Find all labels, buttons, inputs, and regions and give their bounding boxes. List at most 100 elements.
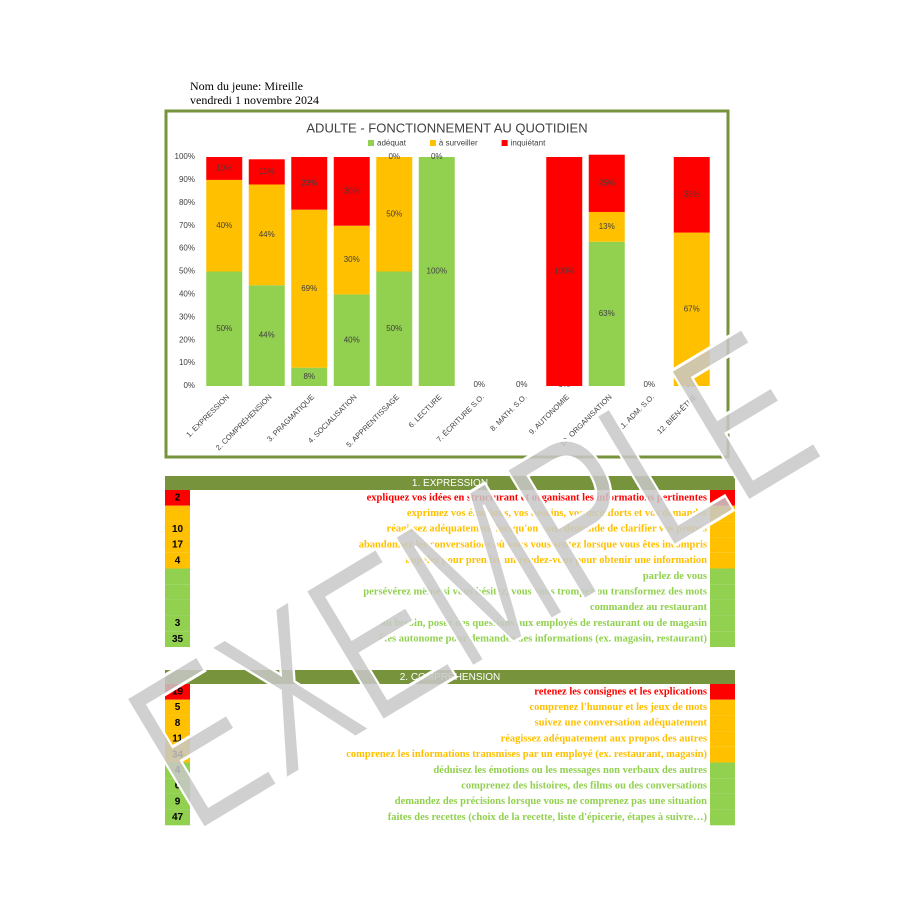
bar-segment xyxy=(673,232,710,386)
bar-segment xyxy=(248,184,285,286)
legend-label: à surveiller xyxy=(439,139,478,148)
row-text: comprenez des histoires, des films ou de… xyxy=(461,780,707,791)
data-label: 23% xyxy=(301,178,317,187)
row-level-cell xyxy=(165,584,190,600)
row-text: retenez les consignes et les explication… xyxy=(534,686,707,697)
row-level-cell xyxy=(710,809,735,826)
row-level-cell xyxy=(165,778,190,794)
row-number: 6 xyxy=(175,781,181,792)
legend-swatch xyxy=(368,140,374,146)
bar-segment xyxy=(291,367,328,386)
row-text: réagissez adéquatement aux propos des au… xyxy=(501,733,707,744)
data-label: 44% xyxy=(259,230,275,239)
row-level-cell xyxy=(710,537,735,553)
row-level-cell xyxy=(710,599,735,616)
data-label: 11% xyxy=(259,167,274,176)
bar-segment xyxy=(206,157,243,180)
row-level-cell xyxy=(165,631,190,647)
data-label: 50% xyxy=(386,324,402,333)
data-label: 100% xyxy=(554,267,574,276)
y-tick-label: 0% xyxy=(183,381,195,390)
data-label: 50% xyxy=(216,324,232,333)
row-level-cell xyxy=(710,793,735,810)
row-level-cell xyxy=(165,521,190,538)
row-level-cell xyxy=(165,731,190,747)
data-label: 13% xyxy=(599,222,615,231)
row-text: faites des recettes (choix de la recette… xyxy=(388,812,708,823)
row-level-cell xyxy=(710,505,735,522)
data-label: 100% xyxy=(427,267,447,276)
row-number: 34 xyxy=(172,749,184,760)
row-text: abandonnez les conversations où vous vou… xyxy=(359,539,707,550)
row-level-cell xyxy=(165,615,190,632)
row-level-cell xyxy=(165,746,190,763)
y-tick-label: 10% xyxy=(179,358,195,367)
row-level-cell xyxy=(165,552,190,569)
row-text: demandez des précisions lorsque vous ne … xyxy=(395,796,707,807)
row-level-cell xyxy=(710,615,735,632)
row-level-cell xyxy=(710,584,735,600)
data-label: 40% xyxy=(344,335,360,344)
data-label: 10% xyxy=(216,164,232,173)
y-tick-label: 50% xyxy=(179,267,195,276)
row-text: comprenez l'humour et les jeux de mots xyxy=(529,702,707,713)
bar-segment xyxy=(588,211,625,242)
data-label: 0% xyxy=(643,380,655,389)
y-tick-label: 40% xyxy=(179,290,195,299)
data-label: 8% xyxy=(303,372,315,381)
data-label: 30% xyxy=(344,255,360,264)
y-tick-label: 100% xyxy=(175,152,195,161)
row-text: commandez au restaurant xyxy=(590,602,708,613)
y-tick-label: 30% xyxy=(179,312,195,321)
data-label: 0% xyxy=(516,380,528,389)
row-level-cell xyxy=(165,684,190,700)
legend-label: adéquat xyxy=(377,139,407,148)
row-number: 4 xyxy=(175,765,181,776)
data-label: 30% xyxy=(344,186,360,195)
bar-segment xyxy=(291,209,328,368)
row-number: 10 xyxy=(172,524,184,535)
row-number: 3 xyxy=(175,618,181,629)
row-text: exprimez vos émotions, vos besoins, vos … xyxy=(407,508,707,519)
row-text: persévérez même si vous hésitez, vous vo… xyxy=(363,586,707,597)
row-text: déduisez les émotions ou les messages no… xyxy=(433,765,707,776)
row-level-cell xyxy=(710,731,735,747)
y-tick-label: 60% xyxy=(179,244,195,253)
legend-swatch xyxy=(429,140,436,146)
data-label: 0% xyxy=(473,380,485,389)
bar-segment xyxy=(673,157,710,233)
bar-segment xyxy=(588,154,625,212)
row-text: réagissez adéquatement lorsqu'on vous de… xyxy=(387,524,707,535)
row-level-cell xyxy=(165,537,190,553)
bar-segment xyxy=(376,157,413,272)
row-text: appelez pour prendre un rendez-vous pour… xyxy=(405,555,707,566)
bar-segment xyxy=(333,225,370,295)
data-label: 63% xyxy=(599,309,615,318)
row-number: 47 xyxy=(172,812,184,823)
row-level-cell xyxy=(165,490,190,506)
bar-segment xyxy=(206,271,243,386)
row-level-cell xyxy=(165,793,190,810)
row-level-cell xyxy=(165,762,190,779)
row-level-cell xyxy=(165,699,190,716)
section-header-bg xyxy=(165,476,735,490)
y-tick-label: 20% xyxy=(179,335,195,344)
bar-segment xyxy=(291,157,328,210)
bar-segment xyxy=(248,159,285,185)
y-tick-label: 70% xyxy=(179,221,195,230)
y-tick-label: 80% xyxy=(179,198,195,207)
data-label: 33% xyxy=(684,190,700,199)
section-title: 2. COMPRÉHENSION xyxy=(400,670,501,683)
row-level-cell xyxy=(710,684,735,700)
row-level-cell xyxy=(710,568,735,585)
row-level-cell xyxy=(165,715,190,732)
row-text: êtes autonome pour demander des informat… xyxy=(379,634,707,645)
bar-segment xyxy=(248,285,285,386)
legend-label: inquiétant xyxy=(511,139,546,148)
section-header-bg xyxy=(165,670,735,684)
row-number: 19 xyxy=(172,686,184,697)
row-text: comprenez les informations transmises pa… xyxy=(346,749,707,760)
student-name: Nom du jeune: Mireille xyxy=(190,79,303,93)
row-number: 4 xyxy=(175,555,181,566)
